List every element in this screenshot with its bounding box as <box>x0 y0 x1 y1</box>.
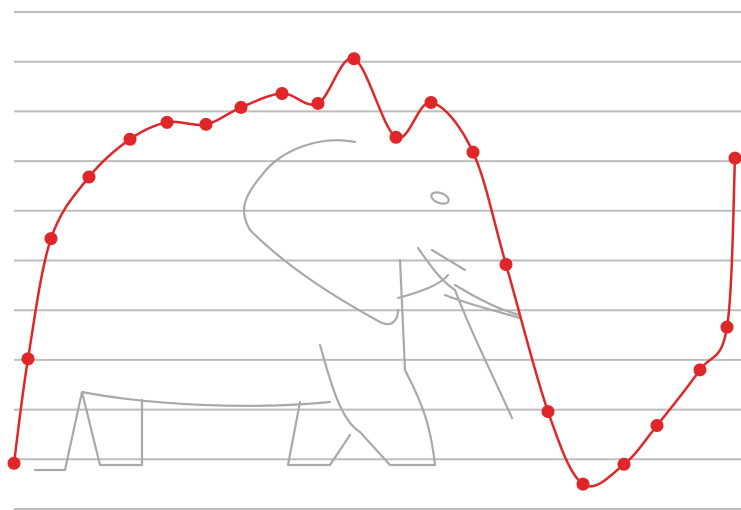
data-point <box>123 132 137 146</box>
data-point <box>311 96 325 110</box>
data-point <box>499 257 513 271</box>
data-point <box>728 151 741 165</box>
data-line <box>12 57 737 488</box>
data-point <box>234 100 248 114</box>
elephant-tusk <box>396 248 522 320</box>
elephant-drawing <box>33 139 522 472</box>
plot <box>7 52 741 491</box>
elephant-trunk <box>416 246 514 420</box>
data-point <box>199 117 213 131</box>
data-point <box>576 477 590 491</box>
data-point <box>541 405 555 419</box>
data-point <box>650 419 664 433</box>
data-point <box>21 352 35 366</box>
data-point <box>693 363 707 377</box>
data-point <box>160 115 174 129</box>
data-point <box>424 95 438 109</box>
data-point <box>466 145 480 159</box>
data-point <box>617 457 631 471</box>
data-point <box>82 170 96 184</box>
elephant-body <box>33 258 437 472</box>
elephant-ear <box>242 139 400 326</box>
data-point <box>347 52 361 66</box>
data-point <box>720 320 734 334</box>
data-point <box>44 232 58 246</box>
data-point <box>389 130 403 144</box>
grid <box>14 11 741 510</box>
elephant-eye <box>430 191 450 205</box>
data-point <box>7 456 21 470</box>
data-point <box>275 87 289 101</box>
